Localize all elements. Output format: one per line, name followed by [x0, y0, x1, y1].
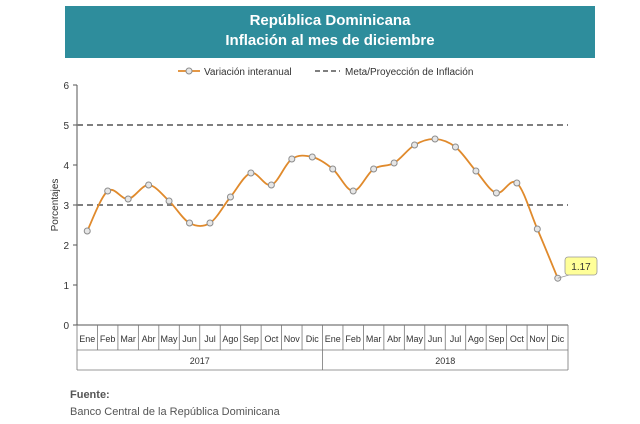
data-point-15: [370, 165, 378, 173]
x-tick-label: Feb: [100, 334, 116, 344]
x-tick-label: Oct: [510, 334, 525, 344]
data-point-18: [431, 135, 439, 143]
x-tick-label: Sep: [488, 334, 504, 344]
y-axis-label: Porcentajes: [50, 179, 61, 232]
data-point-17: [411, 141, 419, 149]
inflation-chart: Variación interanual Meta/Proyección de I…: [50, 67, 598, 371]
legend-series-label: Variación interanual: [204, 67, 292, 78]
y-tick-label: 6: [63, 81, 69, 92]
x-tick-label: Oct: [264, 334, 279, 344]
year-label: 2017: [190, 356, 210, 366]
x-tick-label: Jul: [204, 334, 216, 344]
series-line-variacion: [86, 138, 559, 279]
data-point-7: [206, 219, 214, 227]
x-tick-label: Jun: [428, 334, 443, 344]
legend-target-label: Meta/Proyección de Inflación: [345, 67, 473, 78]
chart-title-line2: Inflación al mes de diciembre: [225, 32, 435, 49]
data-point-2: [104, 187, 112, 195]
x-tick-label: Ago: [222, 334, 238, 344]
x-tick-label: Dic: [306, 334, 319, 344]
data-point-13: [329, 165, 337, 173]
x-tick-label: Sep: [243, 334, 259, 344]
x-tick-label: Jul: [450, 334, 462, 344]
x-tick-label: Ago: [468, 334, 484, 344]
x-tick-label: May: [406, 334, 424, 344]
year-label: 2018: [435, 356, 455, 366]
callout-box: [564, 256, 598, 276]
y-tick-label: 0: [63, 321, 69, 332]
data-point-14: [349, 187, 357, 195]
x-tick-label: Abr: [387, 334, 401, 344]
x-tick-label: Abr: [142, 334, 156, 344]
x-tick-label: Feb: [345, 334, 361, 344]
x-tick-label: Ene: [79, 334, 95, 344]
y-tick-label: 1: [63, 281, 69, 292]
x-tick-label: Mar: [120, 334, 136, 344]
data-point-12: [308, 153, 316, 161]
chart-title-line1: República Dominicana: [249, 12, 411, 29]
x-tick-label: May: [161, 334, 179, 344]
data-label-last: 1.17: [571, 262, 591, 273]
source-label: Fuente:: [70, 389, 110, 401]
data-point-16: [390, 159, 398, 167]
data-point-6: [186, 219, 194, 227]
title-banner: República Dominicana Inflación al mes de…: [65, 6, 595, 58]
y-tick-label: 5: [63, 121, 69, 132]
data-point-22: [513, 179, 521, 187]
callout-leader: [557, 274, 570, 279]
x-tick-label: Nov: [284, 334, 301, 344]
data-point-19: [451, 143, 459, 151]
x-tick-label: Ene: [325, 334, 341, 344]
data-point-1: [83, 227, 91, 235]
data-point-21: [492, 189, 500, 197]
legend-series-marker: [185, 67, 193, 75]
y-tick-label: 2: [63, 241, 69, 252]
data-point-10: [267, 181, 275, 189]
x-tick-label: Mar: [366, 334, 382, 344]
data-point-20: [472, 167, 480, 175]
x-tick-label: Dic: [551, 334, 564, 344]
data-point-3: [124, 195, 132, 203]
data-point-4: [145, 181, 153, 189]
source-text: Banco Central de la República Dominicana: [70, 406, 280, 418]
data-point-5: [165, 197, 173, 205]
x-tick-label: Nov: [529, 334, 546, 344]
data-point-11: [288, 155, 296, 163]
data-point-23: [533, 225, 541, 233]
data-point-8: [226, 193, 234, 201]
y-tick-label: 3: [63, 201, 69, 212]
y-tick-label: 4: [63, 161, 69, 172]
x-tick-label: Jun: [182, 334, 197, 344]
data-point-9: [247, 169, 255, 177]
